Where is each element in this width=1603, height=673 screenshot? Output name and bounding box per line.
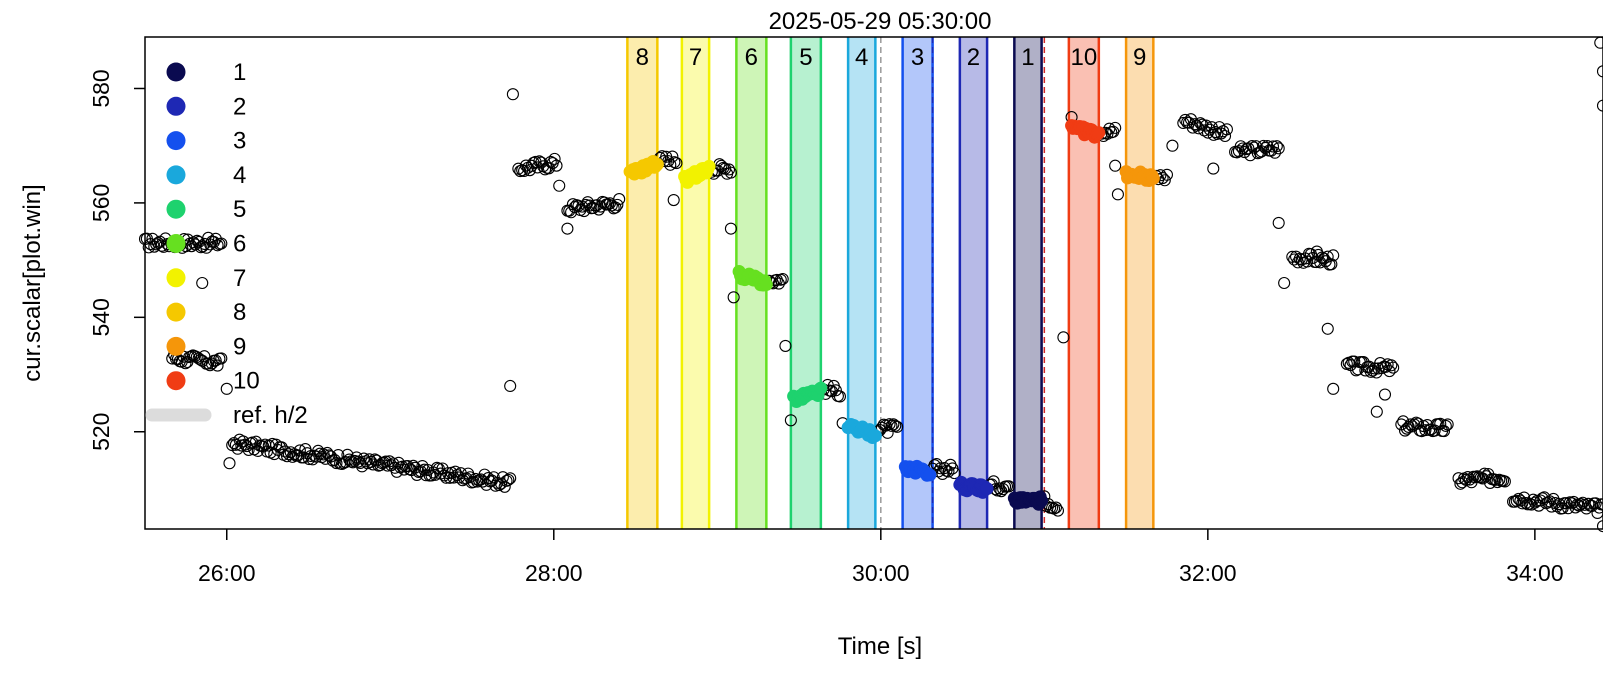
legend-label: 6 xyxy=(233,231,246,258)
highlight-point-10 xyxy=(1093,127,1105,139)
highlight-point-6 xyxy=(760,279,772,291)
highlight-point-9 xyxy=(1147,172,1159,184)
band-7 xyxy=(682,37,709,529)
chart-title: 2025-05-29 05:30:00 xyxy=(769,8,992,35)
highlight-point-8 xyxy=(651,158,663,170)
band-label-9: 9 xyxy=(1133,44,1146,71)
band-label-7: 7 xyxy=(689,44,702,71)
x-tick-label: 28:00 xyxy=(525,560,583,586)
band-label-8: 8 xyxy=(636,44,649,71)
band-2 xyxy=(960,37,987,529)
band-label-2: 2 xyxy=(967,44,980,71)
band-label-5: 5 xyxy=(799,44,812,71)
legend-marker-7 xyxy=(167,268,186,287)
legend-label: 9 xyxy=(233,333,246,360)
band-label-10: 10 xyxy=(1070,44,1097,71)
legend-marker-6 xyxy=(167,234,186,253)
legend-marker-5 xyxy=(167,200,186,219)
legend-label: 2 xyxy=(233,93,246,120)
band-1 xyxy=(1014,37,1041,529)
band-10 xyxy=(1069,37,1099,529)
legend-marker-2 xyxy=(167,97,186,116)
legend-label: ref. h/2 xyxy=(233,402,308,429)
legend-marker-9 xyxy=(167,337,186,356)
highlight-point-1 xyxy=(1036,495,1048,507)
legend-label: 7 xyxy=(233,265,246,292)
x-tick-label: 34:00 xyxy=(1506,560,1564,586)
highlight-point-7 xyxy=(703,160,715,172)
x-tick-label: 26:00 xyxy=(198,560,256,586)
band-label-4: 4 xyxy=(855,44,868,71)
band-label-6: 6 xyxy=(745,44,758,71)
y-axis-title: cur.scalar[plot.win] xyxy=(19,184,46,381)
legend-label: 1 xyxy=(233,59,246,86)
band-3 xyxy=(903,37,933,529)
legend-marker-10 xyxy=(167,371,186,390)
band-5 xyxy=(791,37,821,529)
legend-marker-3 xyxy=(167,131,186,150)
legend-label: 8 xyxy=(233,299,246,326)
legend-label: 4 xyxy=(233,162,246,189)
highlight-point-4 xyxy=(869,430,881,442)
legend-marker-1 xyxy=(167,63,186,82)
band-label-3: 3 xyxy=(911,44,924,71)
y-tick-label: 540 xyxy=(88,298,114,336)
x-tick-label: 30:00 xyxy=(852,560,910,586)
legend-marker-4 xyxy=(167,165,186,184)
band-8 xyxy=(627,37,657,529)
legend-label: 3 xyxy=(233,128,246,155)
x-tick-label: 32:00 xyxy=(1179,560,1237,586)
legend-label: 10 xyxy=(233,368,260,395)
highlight-point-3 xyxy=(924,469,936,481)
band-label-1: 1 xyxy=(1021,44,1034,71)
legend-marker-8 xyxy=(167,303,186,322)
legend-label: 5 xyxy=(233,196,246,223)
x-axis-title: Time [s] xyxy=(838,633,922,660)
band-9 xyxy=(1126,37,1153,529)
y-tick-label: 560 xyxy=(88,184,114,222)
highlight-point-5 xyxy=(815,382,827,394)
y-tick-label: 580 xyxy=(88,69,114,107)
highlight-point-2 xyxy=(981,483,993,495)
y-tick-label: 520 xyxy=(88,413,114,451)
band-4 xyxy=(848,37,875,529)
